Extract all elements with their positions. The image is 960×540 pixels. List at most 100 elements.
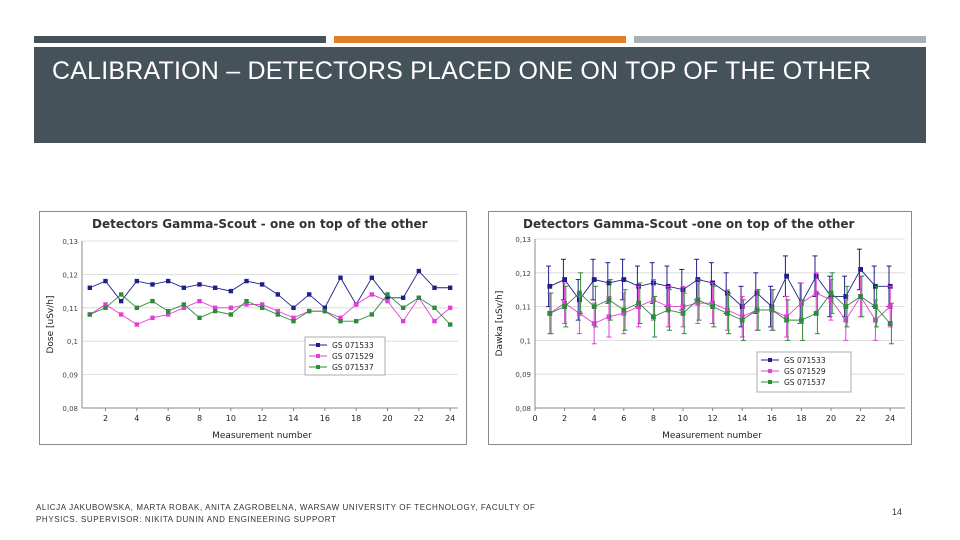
data-point [259,282,265,287]
data-point [134,305,140,310]
data-point [103,302,108,307]
legend-label: GS 071529 [784,367,826,376]
data-point [212,305,218,310]
data-point [725,307,730,313]
data-point [784,273,789,279]
series-line-0 [89,270,451,309]
data-point [621,307,627,313]
data-point [291,305,296,310]
data-point [695,297,701,303]
data-point [416,295,422,300]
data-point [228,305,234,310]
data-point [769,307,775,313]
data-point [695,300,701,306]
data-point [197,298,202,304]
data-point [338,318,343,324]
data-point [621,310,627,316]
data-point [447,322,453,327]
y-tick-label: 0,13 [515,236,531,244]
data-point [432,318,437,324]
legend-swatch-marker [768,369,772,373]
x-tick-label: 14 [288,414,298,423]
x-tick-label: 8 [197,414,202,423]
data-point [212,308,218,314]
data-point [651,297,656,303]
y-axis-label: Dawka [uSv/h] [495,291,505,357]
x-tick-label: 14 [737,414,747,423]
data-point [259,302,265,307]
chart-left: Detectors Gamma-Scout - one on top of th… [46,217,458,441]
data-point [165,278,171,284]
legend-label: GS 071537 [332,363,374,372]
chart-title: Detectors Gamma-Scout -one on top of the… [523,217,854,231]
data-point [400,295,406,300]
x-tick-label: 8 [651,414,656,423]
accent-bar-right [634,36,926,43]
series-line-0 [549,268,891,308]
data-point [562,304,567,309]
data-point [400,318,406,324]
data-point [651,314,656,320]
x-tick-label: 2 [562,414,567,423]
data-point [739,314,745,320]
data-point [873,317,878,323]
data-point [306,308,312,314]
y-tick-label: 0,1 [520,337,531,345]
data-point [887,304,893,309]
y-axis-label: Dose [uSv/h] [46,295,56,353]
chart-left-frame: Detectors Gamma-Scout - one on top of th… [39,211,467,445]
data-point [275,308,281,314]
x-tick-label: 18 [796,414,806,423]
data-point [134,322,140,327]
data-point [432,305,437,310]
x-tick-label: 10 [226,414,236,423]
x-tick-label: 18 [351,414,361,423]
x-tick-label: 4 [592,414,597,423]
data-point [784,314,789,320]
y-tick-label: 0,12 [62,271,78,279]
data-point [577,290,582,296]
data-point [118,298,124,304]
data-point [103,305,108,310]
data-point [103,278,108,284]
x-tick-label: 16 [767,414,777,423]
data-point [591,321,597,326]
data-point [291,318,296,324]
data-point [87,312,93,317]
data-point [754,307,760,313]
y-tick-label: 0,12 [515,270,531,278]
x-tick-label: 16 [320,414,330,423]
slide-title: CALIBRATION – DETECTORS PLACED ONE ON TO… [52,57,872,85]
y-tick-label: 0,11 [515,304,531,312]
data-point [212,285,218,290]
data-point [150,298,155,304]
data-point [447,285,453,290]
data-point [369,312,375,317]
data-point [680,304,686,309]
data-point [547,310,553,316]
data-point [739,317,745,323]
data-point [306,292,312,297]
data-point [843,304,849,309]
accent-bar-left [34,36,326,43]
data-point [873,304,878,309]
data-point [338,315,343,321]
data-point [432,285,437,290]
y-tick-label: 0,11 [62,305,78,313]
x-tick-label: 22 [856,414,866,423]
x-axis-label: Measurement number [662,431,762,441]
data-point [591,277,597,282]
y-tick-label: 0,09 [62,372,78,380]
data-point [416,268,422,274]
series-line-1 [549,292,891,325]
title-banner: CALIBRATION – DETECTORS PLACED ONE ON TO… [34,47,926,143]
data-point [591,304,597,309]
data-point [562,300,567,306]
data-point [547,283,553,289]
data-point [710,304,715,309]
data-point [400,305,406,310]
x-tick-label: 12 [708,414,718,423]
data-point [275,312,281,317]
data-point [353,318,359,324]
data-point [784,317,789,323]
